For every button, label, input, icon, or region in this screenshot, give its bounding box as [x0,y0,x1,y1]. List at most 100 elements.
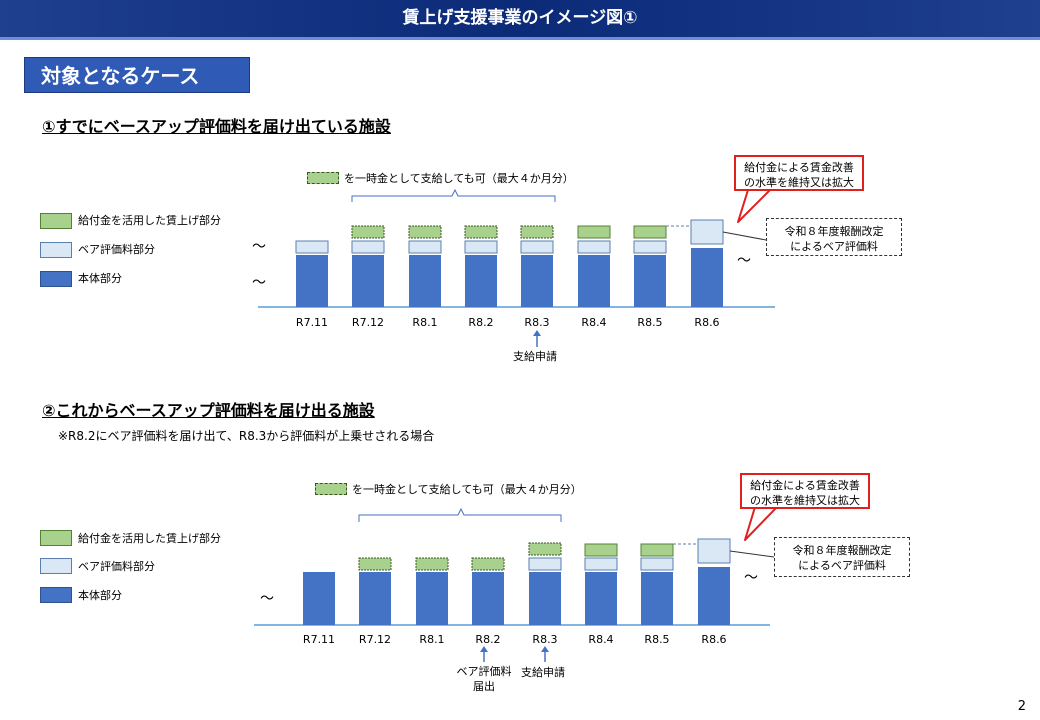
tick-2-4: R8.3 [532,633,558,646]
case-label: 対象となるケース [24,57,250,93]
bar2-main-r83 [529,572,561,625]
callout-pointer-2 [744,506,778,541]
legend-main-label: 本体部分 [78,272,122,285]
bar-baseup-r712 [351,240,385,254]
tick-2-2: R8.1 [419,633,445,646]
legend2-main-label: 本体部分 [78,589,122,602]
legend2-raise-label: 給付金を活用した賃上げ部分 [78,532,221,545]
tick-2-3: R8.2 [475,633,501,646]
bar-raise-r83 [520,225,554,239]
bar2-raise-r84 [584,543,618,557]
bar-baseup-r86 [690,219,724,245]
bar-raise-r712 [351,225,385,239]
bar2-main-r711 [303,572,335,625]
bar-main-r82 [465,255,497,307]
legend2-main-swatch [40,587,72,603]
bar2-main-r84 [585,572,617,625]
bar-raise-r84 [577,225,611,239]
bar-main-r84 [578,255,610,307]
bar-raise-r82 [464,225,498,239]
callout-dash-1: 令和８年度報酬改定 によるベア評価料 [766,218,902,256]
tick-2-6: R8.5 [644,633,670,646]
section2-heading: ②これからベースアップ評価料を届け出る施設 [42,401,375,420]
bar2-raise-r712 [358,557,392,571]
tick-2-5: R8.4 [588,633,614,646]
apply-label-2: 支給申請 [521,666,565,679]
legend-raise-label: 給付金を活用した賃上げ部分 [78,214,221,227]
bar2-baseup-r84 [584,557,618,571]
bar2-raise-r81 [415,557,449,571]
tick-1-7: R8.6 [694,316,720,329]
apply-label-1: 支給申請 [513,350,557,363]
callout-red-2: 給付金による賃金改善 の水準を維持又は拡大 [740,473,870,509]
bar2-raise-r82 [471,557,505,571]
tick-1-1: R7.12 [351,316,385,329]
page-title: 賃上げ支援事業のイメージ図① [0,0,1040,40]
tick-1-5: R8.4 [581,316,607,329]
arrow-apply-1 [533,330,541,336]
bar-baseup-r85 [633,240,667,254]
bar-main-r83 [521,255,553,307]
bar2-raise-r85 [640,543,674,557]
bar-main-r85 [634,255,666,307]
lump-sum-note-1: を一時金として支給しても可（最大４か月分） [344,172,574,185]
legend-main-swatch [40,271,72,287]
tick-2-0: R7.11 [302,633,336,646]
section2-subnote: ※R8.2にベア評価料を届け出て、R8.3から評価料が上乗せされる場合 [58,429,435,443]
legend2-baseup-label: ベア評価料部分 [78,560,155,573]
tick-2-7: R8.6 [701,633,727,646]
arrow-apply-2 [541,646,549,652]
tick-1-2: R8.1 [412,316,438,329]
legend-raise-swatch [40,213,72,229]
tick-2-1: R7.12 [358,633,392,646]
page-number: 2 [1017,699,1026,714]
lump-sum-swatch-2 [315,483,347,495]
bar-main-r711 [296,255,328,307]
bar2-main-r81 [416,572,448,625]
lump-sum-note-2: を一時金として支給しても可（最大４か月分） [352,483,582,496]
legend-baseup-swatch [40,242,72,258]
bar2-main-r85 [641,572,673,625]
bar-baseup-r84 [577,240,611,254]
lump-sum-swatch-1 [307,172,339,184]
tilde-2b: ～ [744,570,758,586]
bar2-main-r86 [698,567,730,625]
callout-dash-2: 令和８年度報酬改定 によるベア評価料 [774,537,910,577]
bar2-raise-r83 [528,542,562,556]
bar-raise-r81 [408,225,442,239]
bar-baseup-r81 [408,240,442,254]
legend-baseup-label: ベア評価料部分 [78,243,155,256]
bar2-main-r82 [472,572,504,625]
connector-2 [729,550,775,558]
bar-main-r81 [409,255,441,307]
legend2-raise-swatch [40,530,72,546]
tick-1-0: R7.11 [295,316,329,329]
legend2-baseup-swatch [40,558,72,574]
tilde-1a: ～ [252,239,266,255]
bar-main-r86 [691,248,723,307]
tilde-1c: ～ [737,253,751,269]
tilde-2a: ～ [260,591,274,607]
tilde-1b: ～ [252,275,266,291]
filing-label-2: ベア評価料 届出 [456,665,512,693]
bar2-baseup-r86 [697,538,731,564]
bar2-baseup-r83 [528,557,562,571]
bar2-main-r712 [359,572,391,625]
bar-baseup-r711 [295,240,329,254]
bar-raise-r85 [633,225,667,239]
bar-baseup-r82 [464,240,498,254]
connector-1 [722,231,767,241]
brace-1 [351,188,556,202]
tick-1-3: R8.2 [468,316,494,329]
bar-baseup-r83 [520,240,554,254]
bar2-baseup-r85 [640,557,674,571]
brace-2 [358,507,562,522]
section1-heading: ①すでにベースアップ評価料を届け出ている施設 [42,117,391,136]
tick-1-4: R8.3 [524,316,550,329]
tick-1-6: R8.5 [637,316,663,329]
arrow-filing-2 [480,646,488,652]
bar-main-r712 [352,255,384,307]
callout-red-1: 給付金による賃金改善 の水準を維持又は拡大 [734,155,864,191]
